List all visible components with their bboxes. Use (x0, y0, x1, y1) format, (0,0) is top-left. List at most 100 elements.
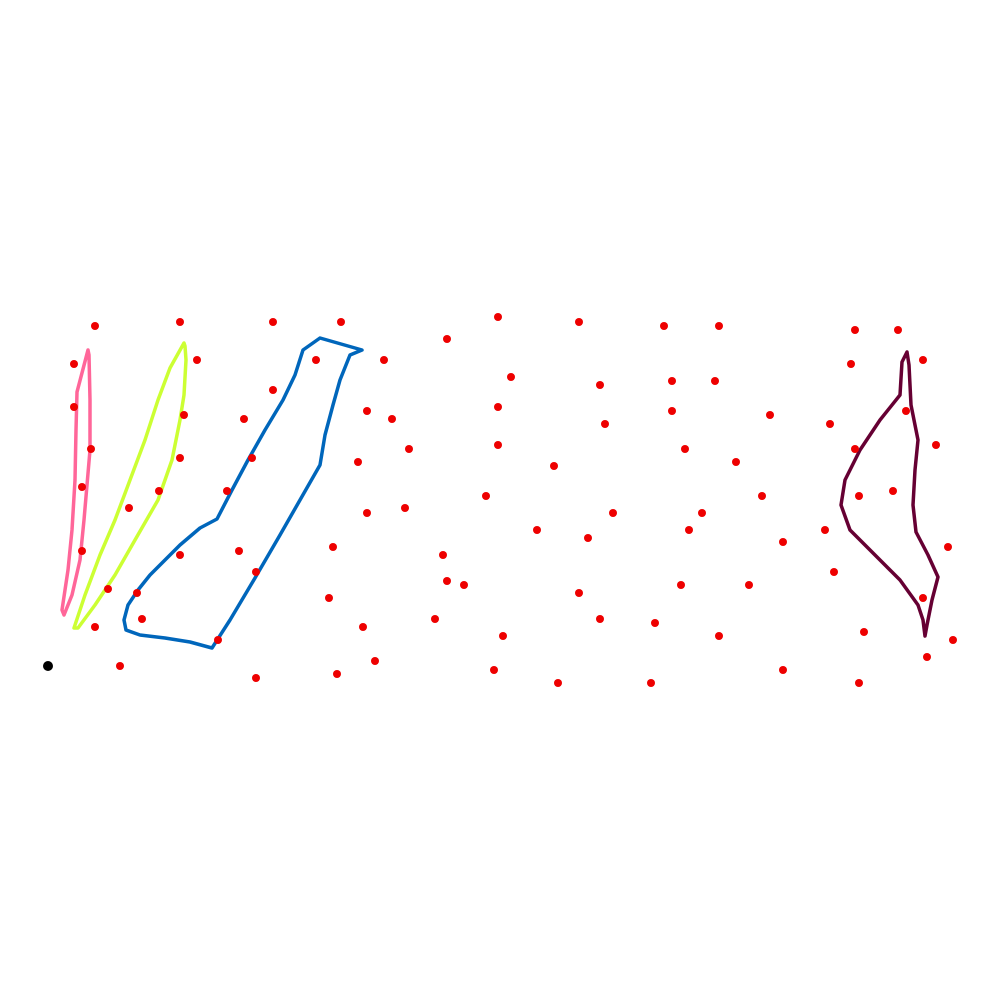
point (855, 679, 863, 687)
point (923, 653, 931, 661)
point (482, 492, 490, 500)
point (380, 356, 388, 364)
point (401, 504, 409, 512)
point (851, 326, 859, 334)
point (388, 415, 396, 423)
point (133, 589, 141, 597)
point (732, 458, 740, 466)
point (460, 581, 468, 589)
point (269, 386, 277, 394)
point (681, 445, 689, 453)
point (609, 509, 617, 517)
point (575, 589, 583, 597)
point (698, 509, 706, 517)
point (919, 356, 927, 364)
point (443, 577, 451, 585)
point (269, 318, 277, 326)
point (647, 679, 655, 687)
point (847, 360, 855, 368)
point (354, 458, 362, 466)
point (494, 441, 502, 449)
point (660, 322, 668, 330)
point (176, 454, 184, 462)
point (779, 538, 787, 546)
point (494, 403, 502, 411)
point (325, 594, 333, 602)
point (766, 411, 774, 419)
point (821, 526, 829, 534)
point (711, 377, 719, 385)
point (889, 487, 897, 495)
point (138, 615, 146, 623)
point (715, 632, 723, 640)
point (575, 318, 583, 326)
point (902, 407, 910, 415)
point (312, 356, 320, 364)
point (668, 407, 676, 415)
point (826, 420, 834, 428)
point (533, 526, 541, 534)
point (180, 411, 188, 419)
point (758, 492, 766, 500)
point (860, 628, 868, 636)
point (70, 403, 78, 411)
point (431, 615, 439, 623)
point (329, 543, 337, 551)
point (176, 318, 184, 326)
point (193, 356, 201, 364)
point (499, 632, 507, 640)
point (359, 623, 367, 631)
point (651, 619, 659, 627)
point (685, 526, 693, 534)
point (405, 445, 413, 453)
point (851, 445, 859, 453)
point (235, 547, 243, 555)
point (715, 322, 723, 330)
point (371, 657, 379, 665)
point (490, 666, 498, 674)
point (550, 462, 558, 470)
point (677, 581, 685, 589)
origin-point (43, 661, 53, 671)
point (125, 504, 133, 512)
point (214, 636, 222, 644)
point (337, 318, 345, 326)
point (252, 674, 260, 682)
point (745, 581, 753, 589)
point (240, 415, 248, 423)
point (252, 568, 260, 576)
point (949, 636, 957, 644)
point (116, 662, 124, 670)
point (333, 670, 341, 678)
point (248, 454, 256, 462)
point (443, 335, 451, 343)
point (155, 487, 163, 495)
point (779, 666, 787, 674)
point (601, 420, 609, 428)
point (104, 585, 112, 593)
point (176, 551, 184, 559)
point (439, 551, 447, 559)
point (494, 313, 502, 321)
point (223, 487, 231, 495)
point (932, 441, 940, 449)
point (830, 568, 838, 576)
point (78, 483, 86, 491)
point (87, 445, 95, 453)
point (91, 623, 99, 631)
point (70, 360, 78, 368)
point (596, 615, 604, 623)
point (855, 492, 863, 500)
point (91, 322, 99, 330)
point (363, 509, 371, 517)
point (596, 381, 604, 389)
point (944, 543, 952, 551)
point (554, 679, 562, 687)
point (894, 326, 902, 334)
point (507, 373, 515, 381)
point (78, 547, 86, 555)
point (363, 407, 371, 415)
point (584, 534, 592, 542)
